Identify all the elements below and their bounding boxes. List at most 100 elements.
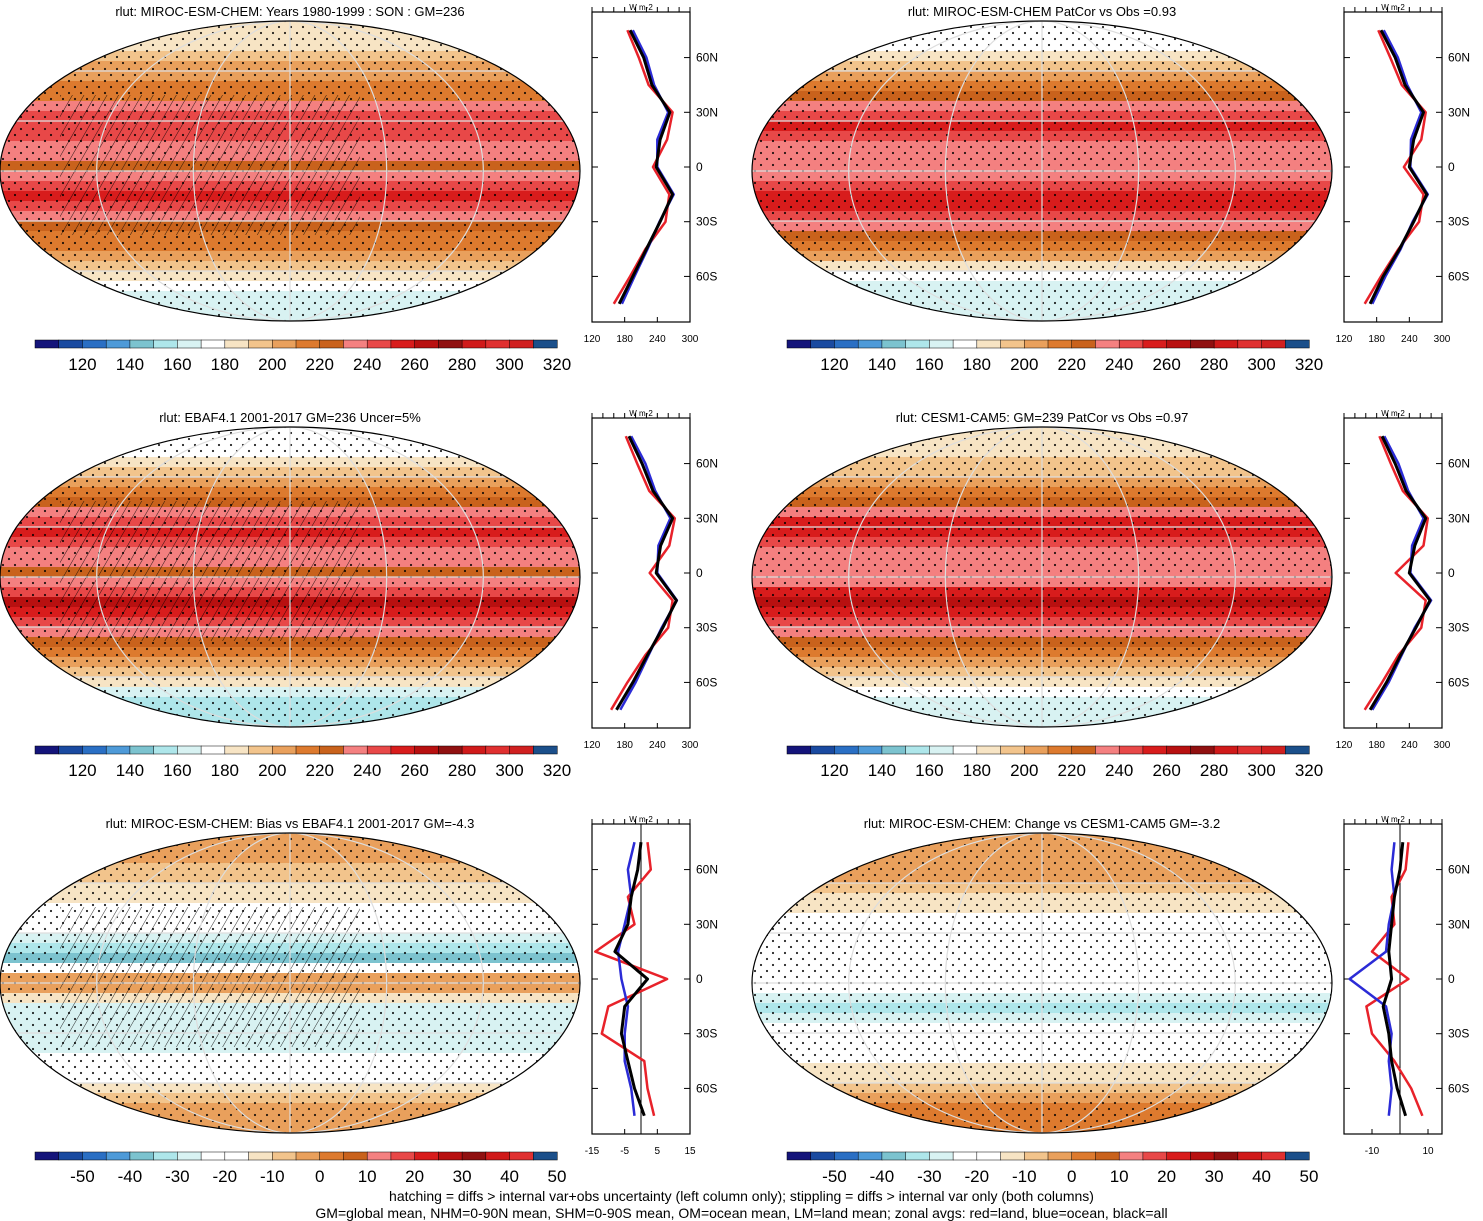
- colorbar-swatch: [533, 745, 558, 755]
- colorbar-swatch: [1071, 745, 1097, 755]
- lat-tick-label: 60N: [696, 51, 718, 65]
- colorbar-swatch: [366, 745, 392, 755]
- colorbar-swatch: [414, 339, 439, 349]
- colorbar-swatch: [881, 339, 907, 349]
- colorbar-swatch: [1000, 1151, 1025, 1161]
- colorbar-swatch: [58, 339, 84, 349]
- colorbar-tick-label: 50: [548, 1167, 567, 1186]
- hatch-overlay: [60, 907, 360, 1047]
- colorbar-swatch: [1166, 339, 1191, 349]
- colorbar-tick-label: 0: [1067, 1167, 1076, 1186]
- graticule-lon: [96, 21, 291, 321]
- zonal-panel: W m-2 60N 30N 0 30S 60S 120 180 240 300: [1336, 409, 1470, 751]
- colorbar-swatch: [1000, 339, 1025, 349]
- x-tick-label: 240: [649, 740, 666, 751]
- x-tick-label: 15: [684, 1146, 696, 1157]
- colorbar-tick-label: 200: [258, 761, 286, 780]
- lat-tick-label: 0: [1448, 566, 1455, 580]
- colorbar-swatch: [952, 339, 978, 349]
- zonal-unit: W m-2: [629, 815, 653, 824]
- zonal-all-line: [613, 842, 649, 1117]
- graticule-lon: [192, 21, 291, 321]
- zonal-all-line: [1368, 435, 1432, 711]
- colorbar-swatch: [952, 745, 978, 755]
- zonal-land-line: [612, 29, 674, 305]
- colorbar-tick-label: 280: [1200, 761, 1228, 780]
- colorbar-tick-label: 260: [1152, 355, 1180, 374]
- colorbar-tick-label: 30: [453, 1167, 472, 1186]
- colorbar-tick-label: 320: [543, 355, 571, 374]
- colorbar-tick-label: -20: [213, 1167, 238, 1186]
- lat-tick-label: 30S: [1448, 215, 1469, 229]
- colorbar-swatch: [509, 339, 534, 349]
- panels: rlut: MIROC-ESM-CHEM: Years 1980-1999 : …: [0, 3, 1470, 1186]
- colorbar-swatch: [248, 1151, 273, 1161]
- colorbar-swatch: [343, 339, 368, 349]
- colorbar-tick-label: 200: [258, 355, 286, 374]
- colorbar-tick-label: -30: [165, 1167, 190, 1186]
- colorbar-swatch: [129, 339, 155, 349]
- x-tick-label: 240: [1401, 334, 1418, 345]
- colorbar-swatch: [1237, 339, 1263, 349]
- colorbar-swatch: [129, 1151, 155, 1161]
- colorbar-tick-label: 300: [495, 761, 523, 780]
- lat-tick-label: 60N: [696, 863, 718, 877]
- colorbar-swatch: [129, 745, 155, 755]
- colorbar-swatch: [224, 745, 250, 755]
- colorbar-tick-label: 120: [68, 761, 96, 780]
- x-tick-label: -15: [585, 1146, 600, 1157]
- colorbar: 120 140 160 180 200 220 240 260 280 300 320: [34, 339, 571, 374]
- panel-5: rlut: MIROC-ESM-CHEM: Bias vs EBAF4.1 20…: [0, 815, 718, 1186]
- colorbar-tick-label: 180: [211, 761, 239, 780]
- colorbar-swatch: [1261, 1151, 1286, 1161]
- zonal-panel: W m-2 60N 30N 0 30S 60S -15 -5 5 15: [585, 815, 718, 1157]
- lat-tick-label: 30N: [696, 511, 718, 525]
- zonal-panel: W m-2 60N 30N 0 30S 60S 120 180 240 300: [1336, 3, 1470, 345]
- colorbar-swatch: [1047, 1151, 1073, 1161]
- graticule-lon: [944, 833, 1043, 1133]
- lat-tick-label: 0: [696, 972, 703, 986]
- zonal-unit: W m-2: [1381, 3, 1405, 12]
- zonal-land-line: [594, 842, 669, 1117]
- x-tick-label: 10: [1422, 1146, 1434, 1157]
- colorbar-swatch: [952, 1151, 978, 1161]
- graticule-lon: [848, 833, 1043, 1133]
- colorbar-tick-label: 140: [868, 761, 896, 780]
- colorbar-tick-label: 300: [1247, 761, 1275, 780]
- colorbar-swatch: [533, 339, 558, 349]
- colorbar-swatch: [1000, 745, 1025, 755]
- x-tick-label: 5: [655, 1146, 661, 1157]
- colorbar-swatch: [105, 745, 131, 755]
- colorbar-tick-label: 120: [820, 761, 848, 780]
- graticule-lon: [1041, 427, 1236, 727]
- colorbar-swatch: [224, 1151, 250, 1161]
- colorbar-swatch: [1024, 339, 1049, 349]
- graticule-lon: [944, 21, 1043, 321]
- colorbar-swatch: [810, 1151, 836, 1161]
- lat-tick-label: 60S: [1448, 269, 1469, 283]
- lat-tick-label: 30N: [1448, 511, 1470, 525]
- x-tick-label: 180: [616, 740, 633, 751]
- colorbar-swatch: [82, 1151, 107, 1161]
- x-tick-label: 120: [1336, 740, 1353, 751]
- lat-tick-label: 60N: [696, 457, 718, 471]
- colorbar-swatch: [976, 339, 1002, 349]
- colorbar-swatch: [177, 339, 202, 349]
- lat-tick-label: 60S: [1448, 1081, 1469, 1095]
- colorbar-swatch: [295, 1151, 321, 1161]
- colorbar-swatch: [857, 339, 883, 349]
- colorbar-tick-label: 180: [963, 761, 991, 780]
- panel-1: rlut: MIROC-ESM-CHEM: Years 1980-1999 : …: [0, 3, 718, 374]
- colorbar-tick-label: 320: [1295, 761, 1323, 780]
- colorbar-swatch: [414, 745, 439, 755]
- x-tick-label: 240: [649, 334, 666, 345]
- colorbar-swatch: [438, 745, 463, 755]
- colorbar-tick-label: 140: [116, 761, 144, 780]
- colorbar-swatch: [834, 1151, 859, 1161]
- colorbar-swatch: [1118, 339, 1144, 349]
- graticule-lon: [1041, 427, 1140, 727]
- graticule-lon: [944, 427, 1043, 727]
- colorbar-swatch: [34, 339, 60, 349]
- colorbar-swatch: [461, 339, 487, 349]
